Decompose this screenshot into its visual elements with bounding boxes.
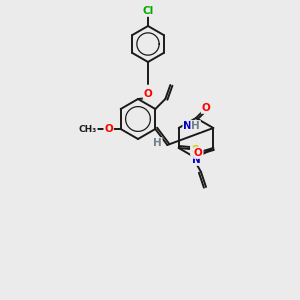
Text: O: O [194,148,203,158]
Text: O: O [202,103,210,113]
Text: CH₃: CH₃ [79,124,97,134]
Text: N: N [192,155,200,165]
Text: O: O [104,124,113,134]
Text: S: S [191,145,198,155]
Text: H: H [191,121,200,131]
Text: N: N [183,121,192,131]
Text: H: H [153,138,162,148]
Text: Cl: Cl [142,6,154,16]
Text: O: O [144,89,152,99]
